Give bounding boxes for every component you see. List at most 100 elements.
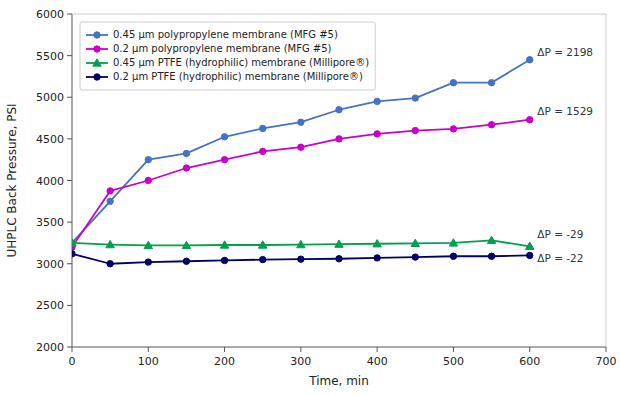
series-point bbox=[297, 240, 305, 247]
series-point bbox=[259, 241, 267, 248]
y-tick bbox=[67, 55, 72, 56]
x-tick bbox=[72, 347, 73, 352]
annotation: ΔP = 2198 bbox=[537, 46, 593, 58]
series-point bbox=[527, 117, 533, 123]
legend-item: 0.45 μm PTFE (hydrophilic) membrane (Mil… bbox=[86, 57, 369, 68]
y-tick-label: 2000 bbox=[36, 341, 64, 354]
series-point bbox=[527, 252, 533, 258]
y-tick-label: 5500 bbox=[36, 50, 64, 63]
y-tick-label: 6000 bbox=[36, 8, 64, 21]
series-point bbox=[72, 240, 75, 246]
x-tick-label: 700 bbox=[596, 355, 617, 368]
y-tick bbox=[67, 263, 72, 264]
x-tick-label: 300 bbox=[290, 355, 311, 368]
legend-marker bbox=[94, 32, 100, 38]
series bbox=[72, 117, 533, 251]
series-point bbox=[412, 254, 418, 260]
legend-label: 0.45 μm PTFE (hydrophilic) membrane (Mil… bbox=[113, 57, 369, 68]
series-point bbox=[298, 119, 304, 125]
series-point bbox=[411, 239, 419, 246]
legend-label: 0.2 μm polypropylene membrane (MFG #5) bbox=[113, 43, 332, 54]
series-point bbox=[412, 127, 418, 133]
x-tick bbox=[224, 347, 225, 352]
series-line bbox=[72, 120, 530, 247]
series-point bbox=[72, 239, 76, 246]
series-point bbox=[183, 150, 189, 156]
series bbox=[72, 251, 533, 267]
series-point bbox=[145, 259, 151, 265]
x-tick-label: 600 bbox=[519, 355, 540, 368]
y-tick bbox=[67, 347, 72, 348]
legend-marker bbox=[93, 59, 101, 66]
series-point bbox=[298, 144, 304, 150]
chart: 0100200300400500600700200025003000350040… bbox=[0, 0, 620, 395]
series-point bbox=[450, 79, 456, 85]
x-tick bbox=[148, 347, 149, 352]
series-point bbox=[182, 241, 190, 248]
series-point bbox=[488, 79, 494, 85]
series-point bbox=[526, 242, 534, 249]
series-point bbox=[183, 258, 189, 264]
x-axis-line bbox=[72, 347, 606, 348]
series-point bbox=[336, 136, 342, 142]
annotation: ΔP = -22 bbox=[537, 252, 583, 264]
series-point bbox=[72, 251, 75, 257]
series-point bbox=[374, 98, 380, 104]
legend-label: 0.45 μm polypropylene membrane (MFG #5) bbox=[113, 29, 338, 40]
legend-item: 0.2 μm polypropylene membrane (MFG #5) bbox=[86, 43, 332, 54]
x-axis-label: Time, min bbox=[308, 374, 369, 388]
annotation: ΔP = -29 bbox=[537, 228, 583, 240]
series-point bbox=[145, 177, 151, 183]
x-tick bbox=[453, 347, 454, 352]
series-point bbox=[221, 257, 227, 263]
series-point bbox=[260, 148, 266, 154]
y-tick bbox=[67, 222, 72, 223]
legend-marker bbox=[94, 74, 100, 80]
series-point bbox=[221, 156, 227, 162]
legend-item: 0.45 μm polypropylene membrane (MFG #5) bbox=[86, 29, 338, 40]
y-tick-label: 2500 bbox=[36, 299, 64, 312]
annotations: ΔP = 2198 ΔP = 1529 ΔP = -29 ΔP = -22 bbox=[537, 46, 593, 264]
series-point bbox=[106, 240, 114, 247]
legend-item: 0.2 μm PTFE (hydrophilic) membrane (Mill… bbox=[86, 71, 363, 82]
series-point bbox=[260, 125, 266, 131]
y-tick bbox=[67, 97, 72, 98]
y-tick-label: 3500 bbox=[36, 216, 64, 229]
series-point bbox=[336, 256, 342, 262]
x-tick bbox=[606, 347, 607, 352]
series-point bbox=[107, 188, 113, 194]
series-point bbox=[488, 253, 494, 259]
x-tick bbox=[300, 347, 301, 352]
frame-top bbox=[72, 14, 606, 15]
legend: 0.45 μm polypropylene membrane (MFG #5) 0… bbox=[80, 22, 375, 90]
series-point bbox=[298, 256, 304, 262]
series-point bbox=[450, 126, 456, 132]
x-tick-label: 100 bbox=[138, 355, 159, 368]
series-point bbox=[183, 165, 189, 171]
y-tick bbox=[67, 14, 72, 15]
plot-area bbox=[72, 14, 606, 347]
y-tick-label: 4000 bbox=[36, 175, 64, 188]
series-point bbox=[527, 57, 533, 63]
series-point bbox=[336, 107, 342, 113]
series-point bbox=[145, 156, 151, 162]
x-tick bbox=[377, 347, 378, 352]
frame-right bbox=[606, 14, 607, 347]
x-tick-label: 500 bbox=[443, 355, 464, 368]
y-tick-label: 4500 bbox=[36, 133, 64, 146]
legend-marker bbox=[94, 46, 100, 52]
series-point bbox=[374, 255, 380, 261]
series-point bbox=[412, 95, 418, 101]
x-tick-label: 200 bbox=[214, 355, 235, 368]
annotation: ΔP = 1529 bbox=[537, 105, 593, 117]
series-point bbox=[488, 122, 494, 128]
y-tick-label: 3000 bbox=[36, 258, 64, 271]
series-point bbox=[220, 241, 228, 248]
legend-label: 0.2 μm PTFE (hydrophilic) membrane (Mill… bbox=[113, 71, 363, 82]
series-point bbox=[107, 198, 113, 204]
y-tick bbox=[67, 180, 72, 181]
y-tick-label: 5000 bbox=[36, 91, 64, 104]
y-axis-label: UHPLC Back Pressure, PSI bbox=[5, 103, 19, 257]
series-point bbox=[373, 240, 381, 247]
series-point bbox=[335, 240, 343, 247]
